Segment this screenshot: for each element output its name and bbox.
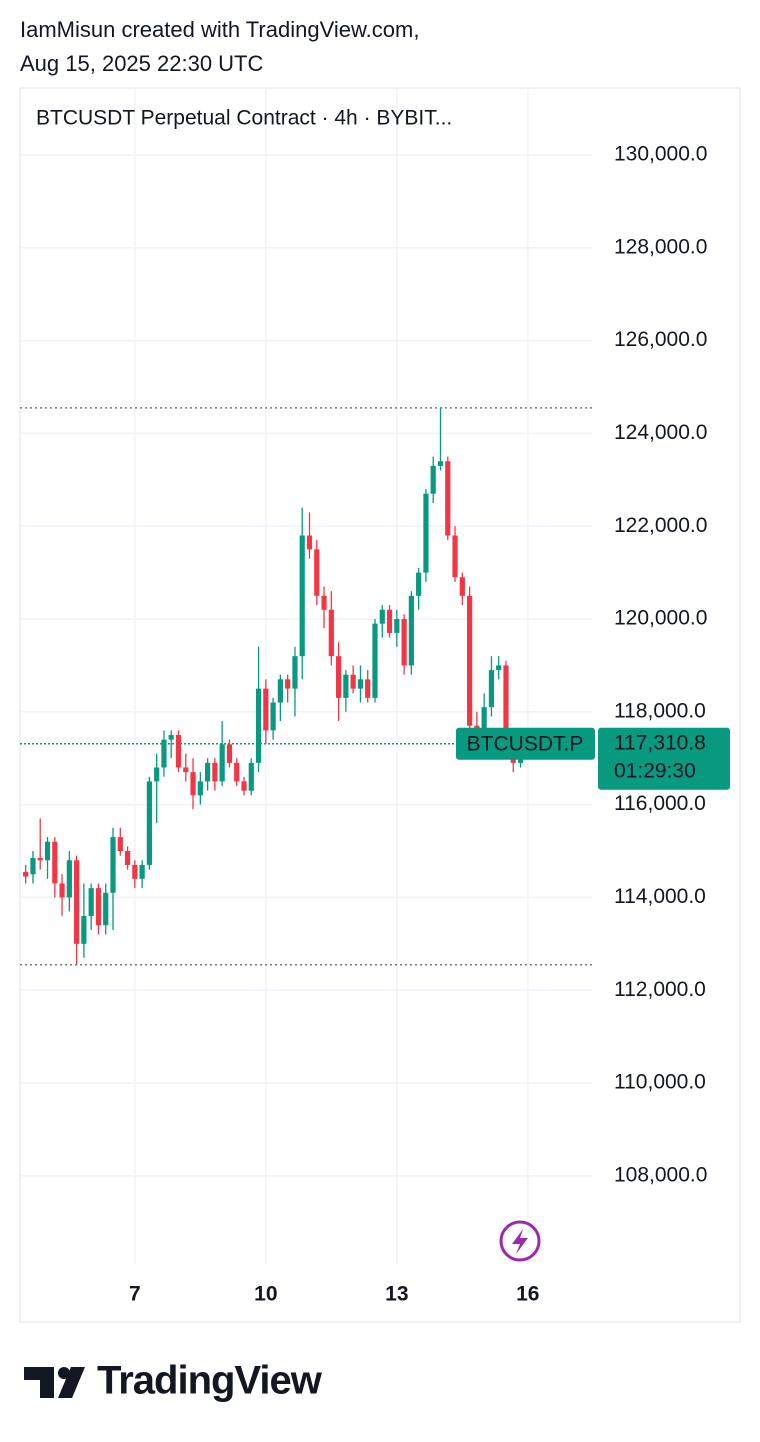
candle-body bbox=[175, 735, 182, 768]
x-tick-label: 7 bbox=[129, 1283, 141, 1306]
candle-body bbox=[285, 679, 291, 689]
chart-title: BTCUSDT Perpetual Contract · 4h · BYBIT.… bbox=[36, 107, 452, 130]
y-tick-label: 118,000.0 bbox=[614, 699, 706, 722]
y-tick-label: 130,000.0 bbox=[614, 143, 707, 166]
candle-body bbox=[226, 744, 233, 763]
candle-body bbox=[205, 762, 211, 782]
x-tick-label: 13 bbox=[385, 1283, 408, 1306]
candle-body bbox=[103, 892, 109, 926]
candle-body bbox=[212, 762, 218, 782]
candle-body bbox=[452, 535, 458, 578]
candle-body bbox=[263, 688, 269, 731]
candle-body bbox=[467, 595, 473, 726]
candle-body bbox=[350, 674, 356, 689]
candle-body bbox=[270, 702, 276, 731]
candle-body bbox=[183, 767, 189, 773]
candle-body bbox=[139, 864, 145, 879]
candle-body bbox=[146, 781, 152, 865]
candle-body bbox=[336, 656, 342, 698]
plot: 108,000.0 110,000.0 112,000.0 114,000.0 116,… bbox=[20, 88, 730, 1306]
candle-body bbox=[59, 883, 65, 898]
candle-body bbox=[255, 688, 262, 763]
price-box bbox=[598, 727, 730, 790]
candle-body bbox=[241, 781, 247, 791]
candle-body bbox=[481, 707, 487, 740]
candle-body bbox=[132, 864, 138, 879]
candle-body bbox=[292, 656, 298, 689]
y-tick-label: 116,000.0 bbox=[614, 792, 706, 815]
candle-body bbox=[52, 841, 58, 884]
y-tick-label: 126,000.0 bbox=[614, 328, 707, 351]
y-tick-label: 124,000.0 bbox=[614, 421, 707, 444]
candle-body bbox=[496, 665, 502, 671]
candle-body bbox=[408, 595, 414, 666]
y-tick-label: 108,000.0 bbox=[614, 1163, 707, 1186]
candle-body bbox=[379, 609, 385, 624]
chart-frame bbox=[19, 87, 741, 1323]
candle-body bbox=[430, 465, 436, 494]
tradingview-logo bbox=[24, 1367, 85, 1398]
y-tick-label: 120,000.0 bbox=[614, 607, 707, 630]
candle-body bbox=[503, 665, 509, 745]
candle-body bbox=[117, 837, 123, 852]
candle-body bbox=[23, 871, 29, 877]
candle-body bbox=[488, 670, 495, 708]
candle-body bbox=[372, 623, 378, 698]
symbol-tag: BTCUSDT.P bbox=[467, 732, 584, 755]
candle-body bbox=[37, 857, 43, 861]
candle-body bbox=[277, 679, 283, 703]
x-tick-label: 16 bbox=[516, 1283, 539, 1306]
date-line: Aug 15, 2025 22:30 UTC bbox=[20, 51, 263, 76]
candle-body bbox=[74, 860, 80, 944]
candle-body bbox=[66, 860, 72, 898]
candle-body bbox=[154, 767, 160, 782]
candle-body bbox=[306, 535, 313, 550]
candle-body bbox=[190, 772, 196, 796]
candle-body bbox=[445, 461, 451, 536]
y-tick-label: 114,000.0 bbox=[614, 885, 706, 908]
candle-body bbox=[161, 739, 167, 768]
lightning-icon[interactable] bbox=[499, 1220, 541, 1262]
candle-body bbox=[423, 493, 429, 573]
candle-body bbox=[110, 837, 116, 893]
candle-body bbox=[168, 735, 174, 740]
candle-body bbox=[328, 609, 334, 657]
countdown: 01:29:30 bbox=[614, 759, 696, 782]
logo-text: TradingView bbox=[97, 1359, 323, 1403]
candle-body bbox=[459, 577, 465, 596]
candle-body bbox=[321, 595, 327, 610]
x-tick-label: 10 bbox=[254, 1283, 277, 1306]
candle-body bbox=[401, 619, 407, 666]
candle-body bbox=[299, 535, 305, 657]
symbol-tag-bg bbox=[456, 727, 595, 760]
y-tick-label: 112,000.0 bbox=[614, 978, 706, 1001]
candle-body bbox=[394, 619, 400, 633]
candle-body bbox=[219, 744, 225, 782]
candle-body bbox=[30, 857, 36, 875]
candle-body bbox=[124, 851, 131, 865]
candle-body bbox=[365, 679, 371, 698]
y-tick-label: 110,000.0 bbox=[614, 1071, 706, 1094]
candle-body bbox=[248, 762, 254, 791]
y-tick-label: 128,000.0 bbox=[614, 235, 707, 258]
y-tick-label: 122,000.0 bbox=[614, 514, 707, 537]
candle-body bbox=[44, 841, 51, 861]
author-line: IamMisun created with TradingView.com, bbox=[20, 17, 419, 42]
candle-body bbox=[357, 679, 364, 689]
candle-body bbox=[88, 888, 94, 916]
candle-body bbox=[416, 572, 422, 596]
candle-body bbox=[386, 609, 393, 633]
candle-body bbox=[343, 674, 349, 698]
candle-body bbox=[95, 888, 102, 926]
price-label: 117,310.8 bbox=[614, 731, 706, 754]
candle-body bbox=[81, 915, 87, 944]
candle-body bbox=[437, 461, 444, 466]
candle-body bbox=[197, 781, 203, 796]
candle-body bbox=[314, 549, 320, 596]
candle-body bbox=[234, 762, 240, 782]
